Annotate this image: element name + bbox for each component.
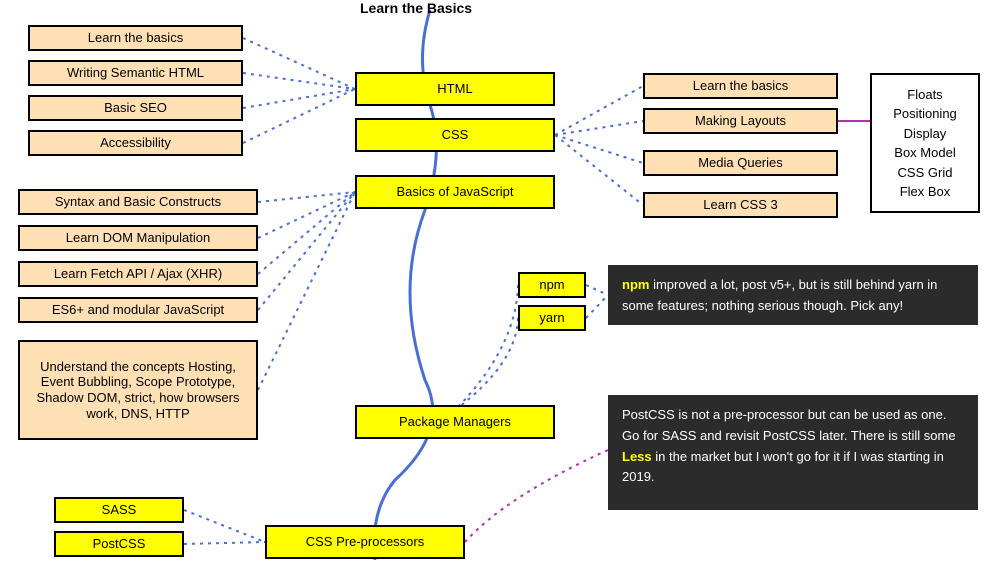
node-csspre[interactable]: CSS Pre-processors bbox=[265, 525, 465, 559]
node-h3[interactable]: Basic SEO bbox=[28, 95, 243, 121]
node-jsbasics[interactable]: Basics of JavaScript bbox=[355, 175, 555, 209]
node-j5[interactable]: Understand the concepts Hosting, Event B… bbox=[18, 340, 258, 440]
node-yarn[interactable]: yarn bbox=[518, 305, 586, 331]
node-npm[interactable]: npm bbox=[518, 272, 586, 298]
node-h4[interactable]: Accessibility bbox=[28, 130, 243, 156]
node-c1[interactable]: Learn the basics bbox=[643, 73, 838, 99]
node-c3[interactable]: Media Queries bbox=[643, 150, 838, 176]
node-j4[interactable]: ES6+ and modular JavaScript bbox=[18, 297, 258, 323]
node-sass[interactable]: SASS bbox=[54, 497, 184, 523]
node-c4[interactable]: Learn CSS 3 bbox=[643, 192, 838, 218]
node-h2[interactable]: Writing Semantic HTML bbox=[28, 60, 243, 86]
node-j3[interactable]: Learn Fetch API / Ajax (XHR) bbox=[18, 261, 258, 287]
node-postcss[interactable]: PostCSS bbox=[54, 531, 184, 557]
node-h1[interactable]: Learn the basics bbox=[28, 25, 243, 51]
node-pkg[interactable]: Package Managers bbox=[355, 405, 555, 439]
info-npminfo: npm improved a lot, post v5+, but is sti… bbox=[608, 265, 978, 325]
node-css[interactable]: CSS bbox=[355, 118, 555, 152]
node-html[interactable]: HTML bbox=[355, 72, 555, 106]
node-j2[interactable]: Learn DOM Manipulation bbox=[18, 225, 258, 251]
node-sidebox[interactable]: Floats Positioning Display Box Model CSS… bbox=[870, 73, 980, 213]
info-cssinfo: PostCSS is not a pre-processor but can b… bbox=[608, 395, 978, 510]
node-c2[interactable]: Making Layouts bbox=[643, 108, 838, 134]
node-j1[interactable]: Syntax and Basic Constructs bbox=[18, 189, 258, 215]
diagram-title: Learn the Basics bbox=[360, 0, 472, 16]
